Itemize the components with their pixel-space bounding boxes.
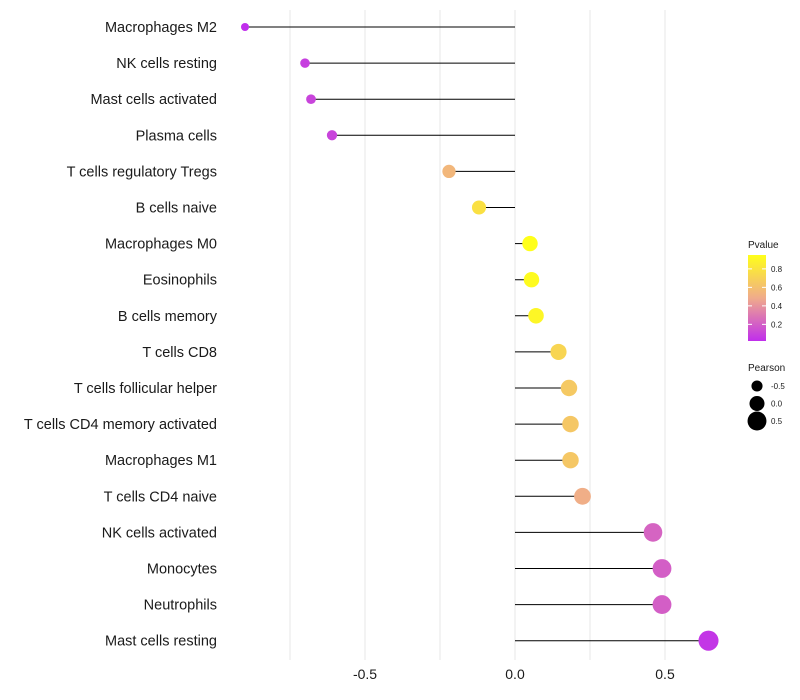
category-label: T cells regulatory Tregs [67,164,217,180]
category-label: NK cells resting [116,56,217,72]
size-legend-label: -0.5 [771,382,785,391]
category-label: NK cells activated [102,525,217,541]
category-label: B cells naive [136,201,217,217]
size-legend-dot [747,411,767,431]
data-point [574,487,591,505]
category-label: T cells CD8 [142,345,217,361]
data-point [560,379,578,397]
category-label: Macrophages M0 [105,237,217,253]
data-point [326,130,338,141]
colorbar-tick-label: 0.8 [771,265,783,274]
data-point [306,94,316,105]
category-label: Neutrophils [144,598,217,614]
grid-lines [289,10,666,660]
size-legend-dot [749,395,765,412]
data-point [528,308,544,324]
data-point [300,58,310,68]
category-label: Eosinophils [143,273,217,289]
data-point [523,271,540,288]
data-point [652,559,672,578]
pvalue-legend-title: Pvalue [748,240,779,251]
colorbar-tick-label: 0.6 [771,283,783,292]
data-point [442,164,456,179]
pearson-legend: Pearson -0.5 0.0 0.5 [747,363,785,431]
category-label: T cells CD4 naive [104,489,217,505]
data-point [652,595,672,615]
data-point [471,200,487,215]
size-legend-dot [751,380,763,392]
data-point [562,415,579,433]
data-point [241,23,249,31]
data-point [522,235,538,252]
category-label: B cells memory [118,309,218,325]
category-label: Macrophages M1 [105,453,217,469]
category-label: Macrophages M2 [105,20,217,36]
x-tick-label: -0.5 [353,666,377,682]
data-point [643,523,663,542]
lollipop-stems [245,26,709,642]
pearson-legend-title: Pearson [748,363,785,374]
lollipop-points [241,23,719,651]
colorbar-tick-label: 0.4 [771,302,783,311]
data-point [550,343,567,360]
data-point [562,451,579,469]
category-label: Monocytes [147,562,217,578]
data-point [698,630,719,651]
y-axis-labels: Macrophages M2 NK cells resting Mast cells… [24,20,218,650]
colorbar-tick-label: 0.2 [771,320,783,329]
category-label: Mast cells activated [90,92,217,108]
category-label: Plasma cells [136,128,217,144]
category-label: Mast cells resting [105,634,217,650]
pearson-legend-items: -0.5 0.0 0.5 [747,380,785,431]
x-tick-label: 0.0 [505,666,525,682]
pvalue-legend: Pvalue 0.8 0.6 0.4 0.2 [748,240,783,341]
category-label: T cells CD4 memory activated [24,417,217,433]
x-axis-ticks: -0.5 0.0 0.5 [353,666,675,682]
size-legend-label: 0.5 [771,417,783,426]
pvalue-legend-ticks: 0.8 0.6 0.4 0.2 [748,265,783,329]
pvalue-colorbar [748,255,766,341]
size-legend-label: 0.0 [771,400,783,409]
category-label: T cells follicular helper [74,381,217,397]
x-tick-label: 0.5 [655,666,675,682]
